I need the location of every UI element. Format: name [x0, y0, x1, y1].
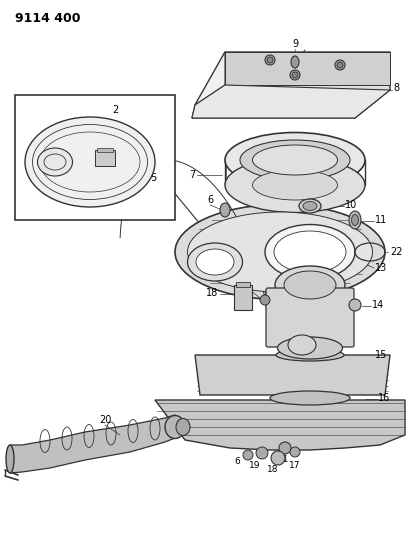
Bar: [236, 282, 250, 287]
Text: 21: 21: [277, 456, 289, 464]
Ellipse shape: [220, 203, 230, 217]
Ellipse shape: [291, 56, 299, 68]
Ellipse shape: [284, 271, 336, 299]
Text: 22: 22: [390, 247, 402, 257]
Text: 16: 16: [378, 393, 390, 403]
Ellipse shape: [37, 148, 72, 176]
Ellipse shape: [337, 62, 343, 68]
Text: 19: 19: [249, 461, 261, 470]
Text: 18: 18: [267, 465, 279, 474]
Text: 20: 20: [99, 415, 111, 425]
Ellipse shape: [271, 451, 285, 465]
Ellipse shape: [303, 201, 317, 211]
Ellipse shape: [165, 416, 185, 439]
Ellipse shape: [292, 72, 298, 78]
Text: 5: 5: [150, 173, 156, 183]
Text: 8: 8: [393, 83, 399, 93]
Bar: [15, 95, 175, 220]
Text: 1: 1: [25, 157, 31, 167]
Text: 9114 400: 9114 400: [15, 12, 81, 25]
Ellipse shape: [196, 249, 234, 275]
Text: 9: 9: [292, 39, 298, 49]
Ellipse shape: [335, 60, 345, 70]
Ellipse shape: [6, 445, 14, 473]
Ellipse shape: [299, 199, 321, 213]
Ellipse shape: [288, 335, 316, 355]
Ellipse shape: [243, 450, 253, 460]
Ellipse shape: [175, 205, 385, 300]
Ellipse shape: [274, 231, 346, 273]
Ellipse shape: [351, 214, 358, 225]
Polygon shape: [155, 400, 405, 450]
Bar: [234, 285, 252, 310]
Ellipse shape: [176, 418, 190, 435]
Polygon shape: [192, 52, 390, 118]
Ellipse shape: [267, 57, 273, 63]
Polygon shape: [225, 52, 390, 85]
Ellipse shape: [265, 224, 355, 279]
Ellipse shape: [265, 55, 275, 65]
Ellipse shape: [25, 117, 155, 207]
Text: 13: 13: [375, 263, 387, 273]
Ellipse shape: [277, 337, 342, 359]
Ellipse shape: [290, 70, 300, 80]
Ellipse shape: [270, 391, 350, 405]
Ellipse shape: [279, 442, 291, 454]
Bar: [97, 148, 113, 152]
Ellipse shape: [225, 157, 365, 213]
Ellipse shape: [187, 243, 242, 281]
Ellipse shape: [290, 447, 300, 457]
Ellipse shape: [252, 145, 337, 175]
Ellipse shape: [260, 295, 270, 305]
Polygon shape: [10, 415, 175, 473]
Polygon shape: [195, 52, 225, 105]
Text: 6: 6: [207, 195, 213, 205]
Ellipse shape: [276, 349, 344, 361]
Text: 3: 3: [130, 145, 136, 155]
Ellipse shape: [252, 170, 337, 200]
Text: 6: 6: [234, 457, 240, 466]
Bar: [95, 150, 115, 166]
Text: 4: 4: [130, 157, 136, 167]
Polygon shape: [192, 85, 390, 118]
Text: 17: 17: [289, 461, 301, 470]
Text: 10: 10: [345, 200, 357, 210]
Text: 15: 15: [375, 350, 388, 360]
FancyBboxPatch shape: [266, 288, 354, 347]
Text: 11: 11: [375, 215, 387, 225]
Ellipse shape: [225, 133, 365, 188]
Text: 7: 7: [189, 170, 195, 180]
Ellipse shape: [187, 212, 372, 292]
Text: 12: 12: [236, 283, 248, 293]
Text: 2: 2: [112, 105, 118, 115]
Polygon shape: [195, 355, 390, 395]
Ellipse shape: [349, 299, 361, 311]
Ellipse shape: [275, 266, 345, 304]
Text: 18: 18: [206, 288, 218, 298]
Ellipse shape: [349, 211, 361, 229]
Ellipse shape: [240, 140, 350, 180]
Ellipse shape: [256, 447, 268, 459]
Text: 14: 14: [372, 300, 384, 310]
